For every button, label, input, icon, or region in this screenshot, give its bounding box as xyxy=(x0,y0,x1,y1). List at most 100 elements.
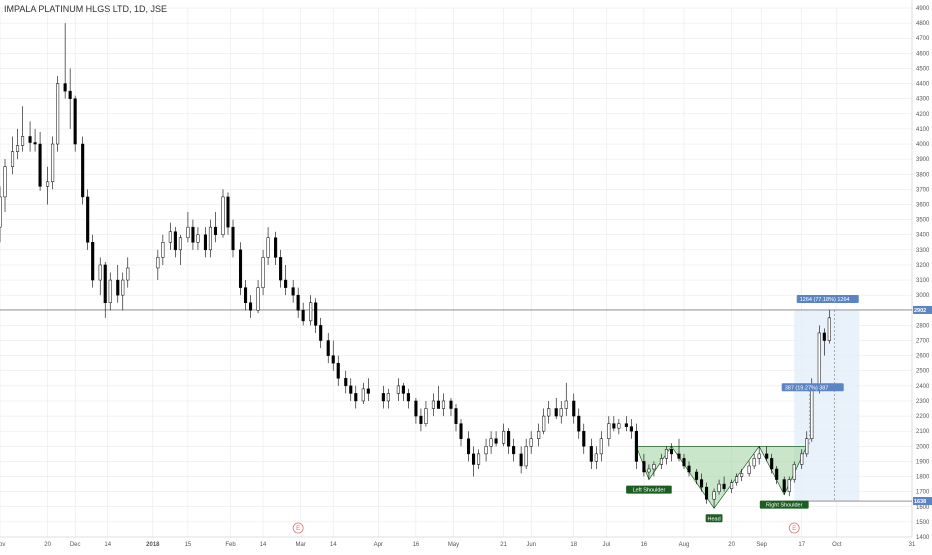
candle-body xyxy=(730,482,734,489)
pattern-label-background xyxy=(626,485,672,494)
candle-body xyxy=(296,294,300,311)
candle-body xyxy=(599,438,603,455)
candle-body xyxy=(817,332,821,387)
candle-body xyxy=(266,237,270,258)
candle-body xyxy=(81,143,85,198)
x-tick-label: 2018 xyxy=(146,542,160,548)
y-tick-label: 1900 xyxy=(916,459,930,465)
candle-body xyxy=(326,340,330,356)
candle-body xyxy=(274,237,278,258)
candle-body xyxy=(15,145,20,152)
candle-body xyxy=(770,458,774,470)
candle-body xyxy=(116,279,120,296)
candle-body xyxy=(449,400,453,409)
candle-body xyxy=(191,226,195,243)
candle-body xyxy=(669,449,674,455)
y-tick-label: 2700 xyxy=(916,339,930,345)
candle-body xyxy=(436,400,441,409)
y-tick-label: 4800 xyxy=(916,21,930,27)
y-tick-label: 3800 xyxy=(916,172,930,178)
y-tick-label: 3500 xyxy=(916,218,930,224)
y-tick-label: 3200 xyxy=(916,263,930,269)
pattern-label: Left Shoulder xyxy=(633,488,666,494)
candle-body xyxy=(344,378,348,387)
candle-body xyxy=(121,279,125,296)
candle-body xyxy=(589,446,593,462)
earnings-event-label: E xyxy=(792,526,796,532)
candle-body xyxy=(629,426,633,432)
candle-body xyxy=(787,479,791,492)
candle-body xyxy=(431,400,436,409)
candle-body xyxy=(740,473,744,477)
measurement-label: 387 (19.27%) 387 xyxy=(785,385,829,391)
candle-body xyxy=(634,430,638,462)
candle-body xyxy=(642,461,646,473)
pattern-label: Head xyxy=(707,516,720,522)
candle-body xyxy=(38,143,42,187)
candle-body xyxy=(822,332,826,341)
candle-body xyxy=(682,458,686,467)
candle-body xyxy=(747,465,751,474)
y-tick-label: 2000 xyxy=(916,444,930,450)
y-tick-label: 4200 xyxy=(916,112,930,118)
candle-body xyxy=(454,408,458,424)
earnings-event-marker xyxy=(788,522,800,534)
candle-body xyxy=(256,287,260,311)
candle-body xyxy=(68,90,72,99)
candle-body xyxy=(213,226,218,235)
y-tick-label: 1800 xyxy=(916,475,930,481)
x-tick-label: Dec xyxy=(70,542,81,548)
candle-body xyxy=(178,237,182,251)
candle-body xyxy=(792,464,796,480)
candle-body xyxy=(261,257,265,288)
candle-body xyxy=(800,453,804,465)
y-tick-label: 3900 xyxy=(916,157,930,163)
candle-body xyxy=(712,491,716,500)
candle-body xyxy=(694,471,699,480)
y-tick-label: 3600 xyxy=(916,202,930,208)
candle-body xyxy=(173,231,177,251)
candle-body xyxy=(459,423,463,440)
measurement-zone xyxy=(794,309,860,502)
candle-body xyxy=(554,408,558,417)
candle-body xyxy=(406,393,410,402)
y-tick-label: 2500 xyxy=(916,369,930,375)
x-tick-label: Mar xyxy=(295,542,305,548)
pattern-label-background xyxy=(759,500,809,509)
y-tick-label: 4000 xyxy=(916,142,930,148)
candle-body xyxy=(238,249,243,288)
candle-body xyxy=(203,234,208,251)
candle-body xyxy=(103,264,107,303)
candle-body xyxy=(624,423,628,427)
candle-body xyxy=(519,453,523,467)
x-tick-label: 20 xyxy=(44,542,51,548)
candle-body xyxy=(331,355,335,364)
candle-body xyxy=(156,257,160,269)
candle-body xyxy=(91,242,95,281)
candle-body xyxy=(291,287,295,296)
y-tick-label: 2300 xyxy=(916,399,930,405)
candle-body xyxy=(752,458,756,467)
x-tick-label: May xyxy=(448,542,459,548)
candle-body xyxy=(414,400,418,417)
candle-body xyxy=(810,385,814,440)
y-tick-label: 3400 xyxy=(916,233,930,239)
candle-body xyxy=(20,136,25,146)
candle-body xyxy=(529,438,533,447)
y-tick-label: 1400 xyxy=(916,535,930,541)
candle-body xyxy=(231,226,235,251)
candle-body xyxy=(659,458,664,465)
x-tick-label: Nov xyxy=(0,542,5,548)
candle-body xyxy=(765,453,769,459)
y-tick-label: 4700 xyxy=(916,36,930,42)
candle-body xyxy=(512,446,516,455)
y-tick-label: 3300 xyxy=(916,248,930,254)
y-tick-label: 2600 xyxy=(916,354,930,360)
candle-body xyxy=(396,385,400,394)
y-tick-label: 4100 xyxy=(916,127,930,133)
price-tag-label: 2902 xyxy=(914,308,926,314)
candle-body xyxy=(652,464,656,470)
candle-body xyxy=(186,226,190,238)
